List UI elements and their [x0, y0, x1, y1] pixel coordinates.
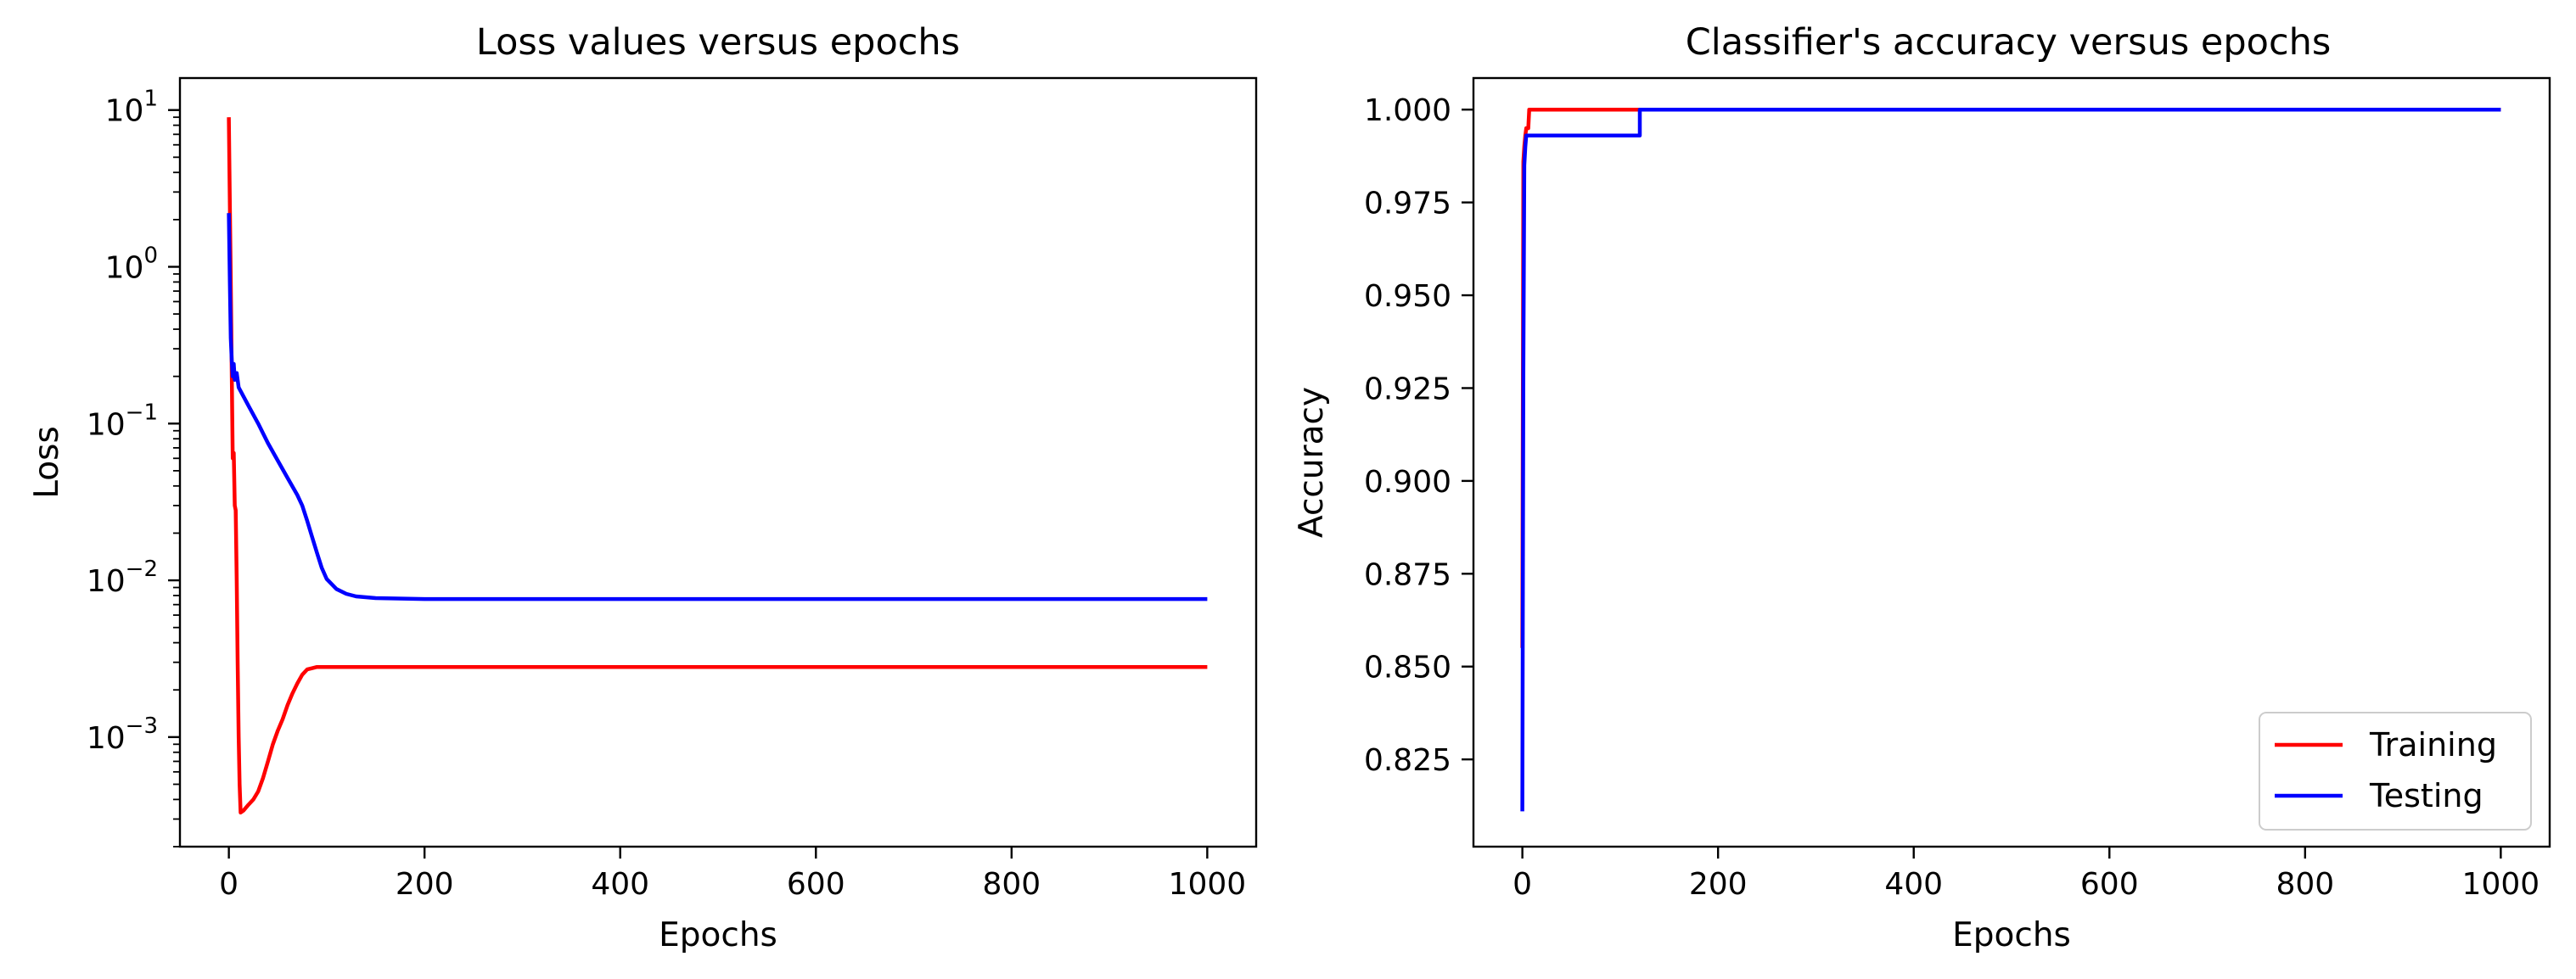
accuracy-y-tick-label: 0.950 — [1364, 279, 1451, 314]
accuracy-x-tick-label: 400 — [1884, 867, 1943, 902]
accuracy-y-tick-label: 0.825 — [1364, 743, 1451, 778]
loss-x-tick-label: 0 — [219, 867, 239, 902]
accuracy-series-line-testing — [1520, 107, 2501, 812]
accuracy-y-tick-label: 0.925 — [1364, 372, 1451, 406]
accuracy-plot-series — [1520, 107, 2501, 812]
loss-x-tick-label: 200 — [396, 867, 454, 902]
loss-y-tick-label: 10−1 — [87, 400, 158, 442]
accuracy-plot-frame — [1472, 76, 2551, 848]
accuracy-x-tick-label: 800 — [2276, 867, 2334, 902]
loss-series-line-0 — [227, 117, 1208, 815]
legend-training-label: Training — [2369, 726, 2497, 764]
loss-y-tick-label: 10−3 — [87, 713, 158, 756]
loss-y-axis-label: Loss — [28, 426, 66, 499]
accuracy-x-axis: 0 200 400 600 800 1000 — [1512, 847, 2540, 902]
accuracy-chart-title: Classifier's accuracy versus epochs — [1686, 21, 2332, 64]
loss-x-axis: 0 200 400 600 800 1000 — [219, 847, 1246, 902]
loss-chart-title: Loss values versus epochs — [476, 21, 960, 64]
loss-y-tick-label: 101 — [105, 87, 158, 129]
loss-chart: Loss values versus epochs 0 200 400 600 800 1… — [28, 21, 1258, 954]
loss-y-axis: 10−3 10−2 10−1 100 101 — [87, 87, 180, 848]
accuracy-x-tick-label: 600 — [2080, 867, 2139, 902]
legend-frame — [2259, 712, 2532, 831]
loss-plot-frame — [178, 76, 1258, 848]
accuracy-x-tick-label: 0 — [1512, 867, 1532, 902]
loss-x-tick-label: 400 — [591, 867, 649, 902]
accuracy-y-tick-label: 0.900 — [1364, 465, 1451, 500]
loss-x-tick-label: 600 — [787, 867, 845, 902]
accuracy-y-tick-label: 0.875 — [1364, 557, 1451, 592]
accuracy-x-tick-label: 200 — [1689, 867, 1748, 902]
accuracy-y-axis-label: Accuracy — [1293, 387, 1331, 538]
accuracy-y-tick-label: 0.850 — [1364, 651, 1451, 685]
accuracy-x-axis-label: Epochs — [1952, 916, 2071, 954]
accuracy-legend: Training Testing — [2259, 712, 2532, 831]
loss-y-tick-label: 10−2 — [87, 557, 158, 599]
loss-series-line-1 — [227, 213, 1208, 601]
loss-plot-series — [227, 117, 1208, 815]
loss-x-tick-label: 1000 — [1169, 867, 1247, 902]
legend-testing-label: Testing — [2369, 777, 2483, 814]
loss-y-tick-label: 100 — [105, 243, 158, 285]
accuracy-x-tick-label: 1000 — [2462, 867, 2540, 902]
accuracy-y-tick-label: 1.000 — [1364, 93, 1451, 128]
accuracy-y-axis: 0.825 0.850 0.875 0.900 0.925 0.950 0.975 1.000 — [1364, 93, 1473, 778]
loss-x-axis-label: Epochs — [659, 916, 777, 954]
accuracy-chart: Classifier's accuracy versus epochs 0 200… — [1293, 21, 2551, 954]
loss-x-tick-label: 800 — [982, 867, 1041, 902]
accuracy-y-tick-label: 0.975 — [1364, 187, 1451, 221]
